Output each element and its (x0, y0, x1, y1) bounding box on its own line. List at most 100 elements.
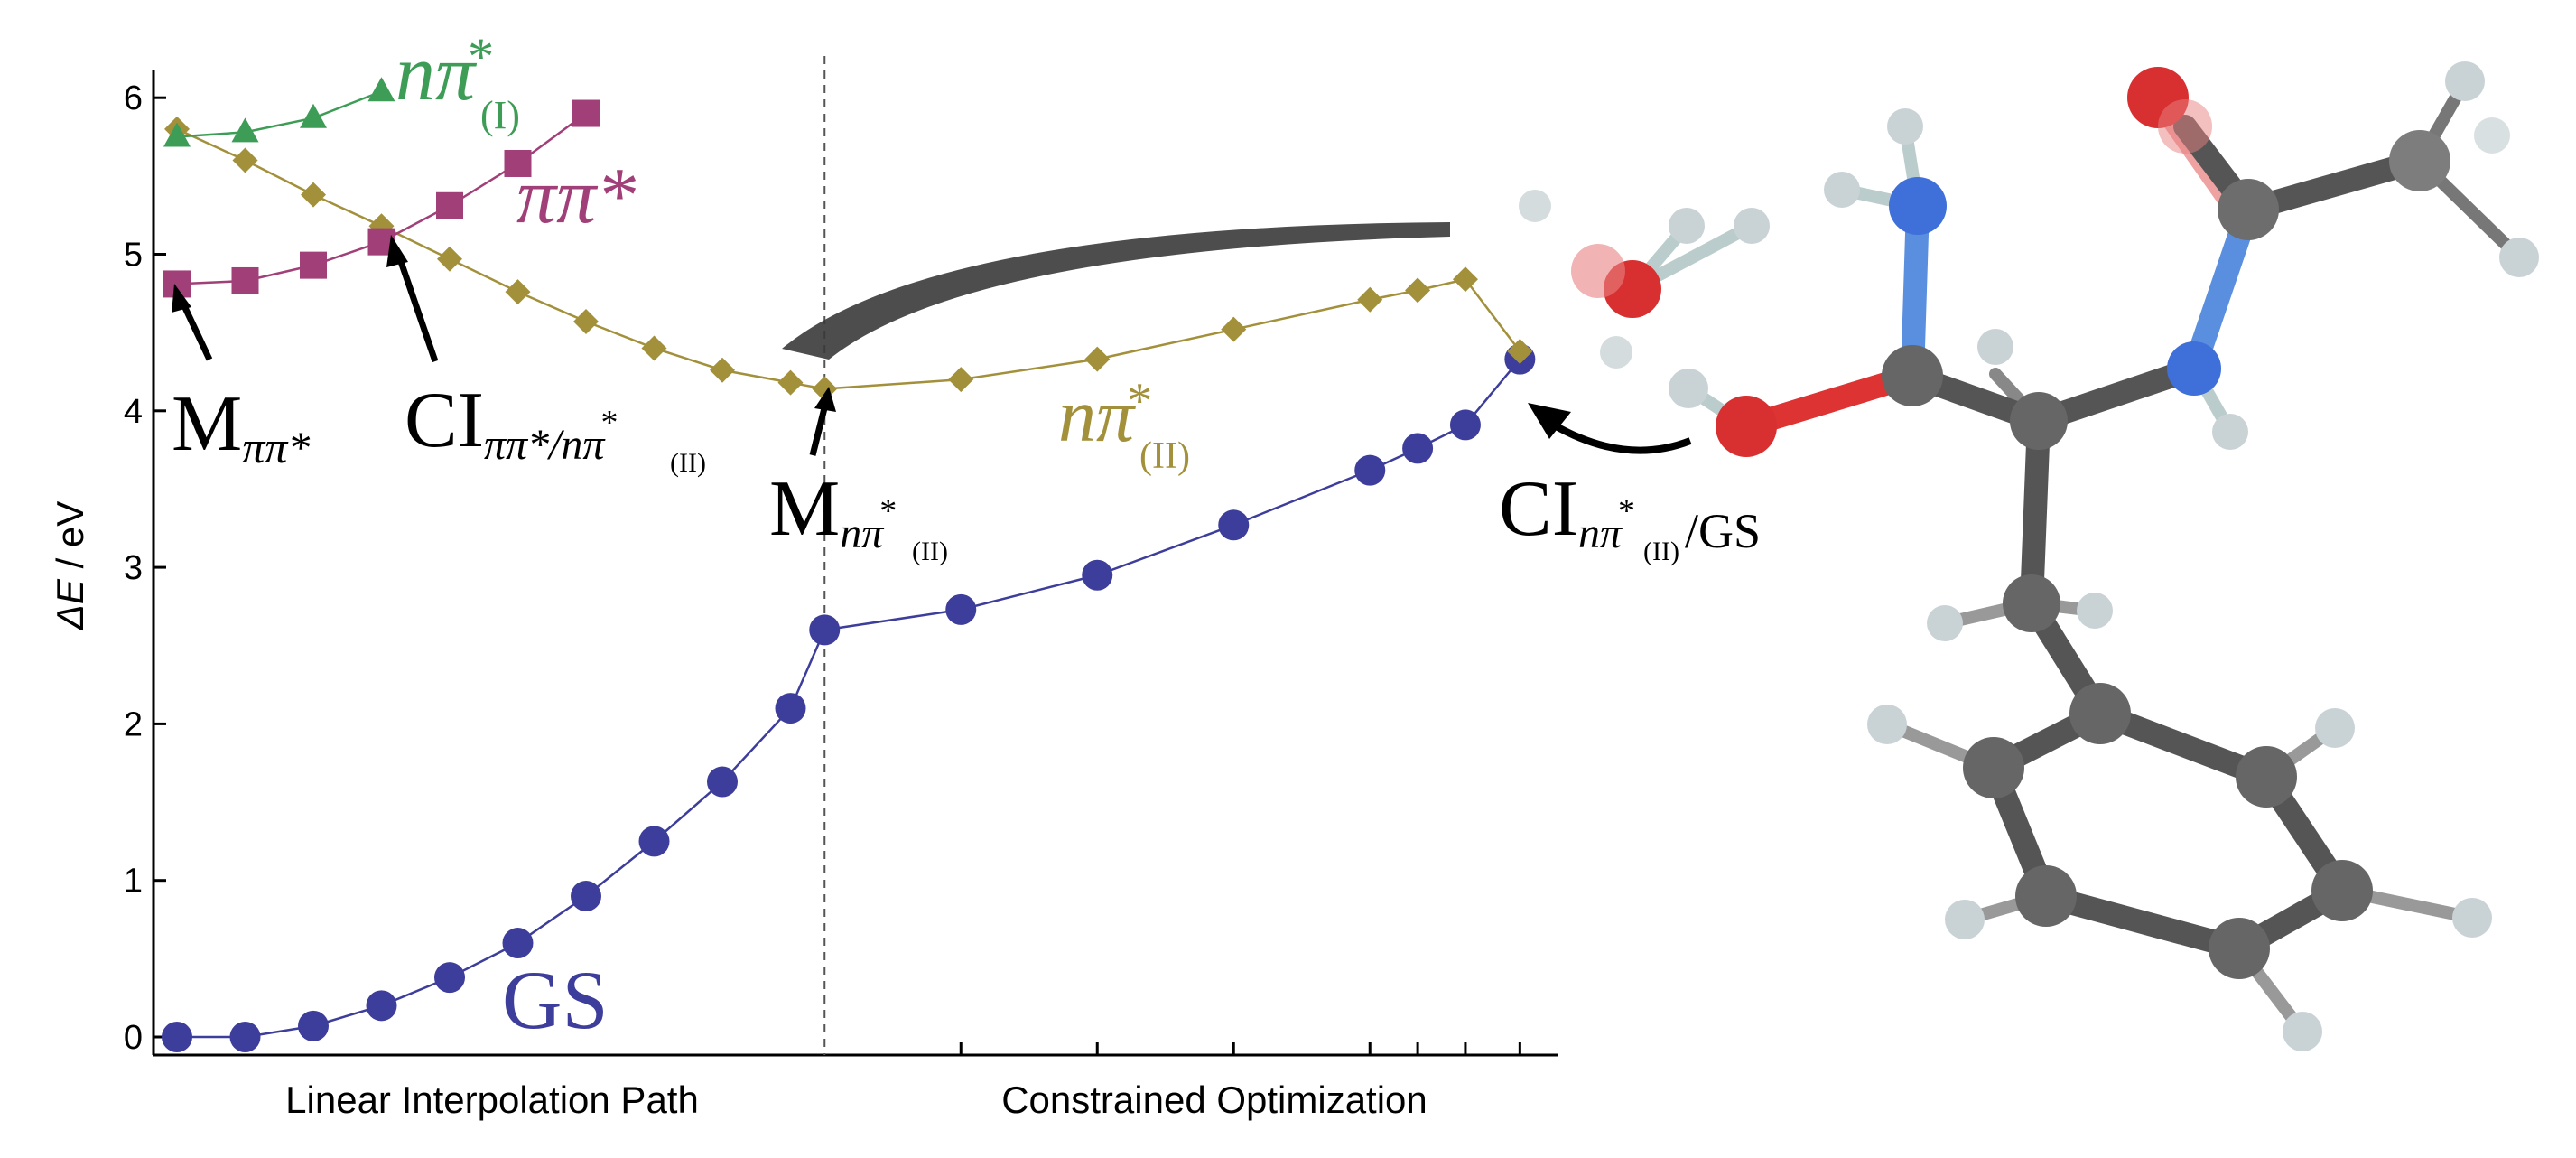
annotation-m-npi-sub2: (II) (912, 537, 948, 566)
annotation-m-pipi-main: M (172, 380, 242, 468)
data-point-npi2-16 (1452, 266, 1478, 293)
data-point-GS-7 (638, 826, 670, 857)
data-point-GS-13 (1218, 509, 1250, 541)
y-tick-label: 4 (124, 393, 143, 431)
annotation-ci-npi-gs-sub2: (II) (1643, 537, 1679, 566)
series-label-npi-I-n: n (395, 30, 435, 117)
annotation-m-npi-star: * (879, 492, 897, 530)
series-GS (162, 343, 1536, 1052)
annotation-ci-pipi-npi-text: CIππ*/nπ* (II) (405, 377, 706, 478)
data-point-npi2-6 (573, 309, 599, 335)
annotation-m-npi-main: M (769, 465, 840, 553)
data-point-GS-6 (571, 881, 601, 912)
x-section-label-constrained: Constrained Optimization (1001, 1079, 1427, 1121)
series-label-npi-I-pi: π (435, 30, 478, 117)
series-line-npi2 (176, 127, 1521, 390)
series-layer (162, 77, 1536, 1052)
data-point-npi1-3 (367, 77, 395, 102)
annotation-ci-npi-gs: CInπ* (II)/GS (1499, 403, 1761, 566)
data-point-GS-0 (162, 1022, 192, 1052)
data-point-GS-2 (298, 1010, 329, 1041)
data-point-pipi-1 (231, 266, 259, 294)
annotation-ci-pipi-npi-sub2: (II) (670, 448, 706, 478)
y-tick-label: 0 (124, 1019, 143, 1057)
y-ticks: 0 1 2 3 4 5 6 (124, 79, 166, 1057)
y-tick-label: 2 (124, 705, 143, 743)
data-point-npi2-8 (710, 357, 735, 383)
series-label-npi-II-star: * (1127, 373, 1152, 429)
series-npi1 (163, 77, 395, 147)
series-label-npi-I: nπ* (I) (395, 27, 520, 137)
y-tick-label: 6 (124, 79, 143, 117)
data-point-npi2-2 (301, 182, 326, 208)
data-point-npi2-5 (505, 279, 531, 305)
annotation-ci-npi-gs-arrowhead (1528, 403, 1571, 439)
data-point-npi2-12 (1084, 346, 1111, 372)
series-npi2 (164, 116, 1533, 402)
series-label-npi-I-sub: (I) (480, 93, 520, 137)
data-point-npi2-13 (1221, 316, 1247, 342)
y-tick-label: 1 (124, 863, 143, 901)
annotation-ci-pipi-npi-sub1: ππ*/nπ (484, 421, 606, 469)
data-point-GS-15 (1402, 433, 1434, 464)
annotation-ci-npi-gs-sub1: nπ (1578, 509, 1623, 557)
motion-arrow-icon (782, 222, 1450, 360)
data-point-pipi-6 (572, 99, 600, 127)
data-point-npi2-11 (948, 367, 974, 393)
annotation-ci-pipi-npi-main: CI (405, 377, 484, 464)
data-point-GS-16 (1449, 409, 1481, 441)
annotation-ci-npi-gs-sub3: /GS (1685, 504, 1761, 558)
series-pipi (163, 99, 600, 298)
series-line-npi1 (176, 90, 382, 138)
data-point-GS-11 (945, 593, 977, 625)
series-label-npi-I-star: * (468, 27, 494, 86)
data-point-npi2-14 (1357, 286, 1383, 313)
annotation-ci-npi-gs-arrow (1551, 421, 1692, 454)
series-label-npi-II: nπ* (II) (1058, 373, 1190, 477)
annotation-m-npi-text: Mnπ* (II) (769, 465, 948, 566)
data-point-npi1-2 (300, 103, 327, 128)
data-point-GS-1 (229, 1022, 261, 1052)
molecule-image (1519, 61, 2539, 1051)
data-point-npi1-0 (163, 122, 191, 147)
series-line-GS (177, 358, 1521, 1039)
annotation-m-pipi-sub: ππ* (242, 422, 310, 472)
y-axis-label-symbol: ΔE (49, 578, 91, 630)
annotation-m-pipi: Mππ* (172, 284, 310, 472)
data-point-pipi-5 (504, 149, 532, 177)
annotation-ci-npi-gs-star: * (1618, 492, 1635, 530)
data-point-GS-14 (1354, 454, 1386, 486)
data-point-GS-9 (775, 693, 806, 724)
data-point-GS-3 (366, 990, 397, 1022)
series-label-npi-II-sub: (II) (1139, 435, 1190, 477)
data-point-GS-10 (809, 614, 841, 646)
annotation-m-pipi-text: Mππ* (172, 380, 310, 472)
data-point-GS-4 (434, 962, 465, 994)
data-point-GS-8 (707, 766, 738, 798)
annotation-m-npi: Mnπ* (II) (769, 387, 948, 566)
annotation-ci-pipi-npi-star: * (600, 404, 618, 442)
annotation-ci-pipi-npi: CIππ*/nπ* (II) (386, 235, 706, 478)
y-tick-label: 5 (124, 237, 143, 275)
data-point-npi2-4 (437, 246, 462, 272)
y-axis-label-unit: / eV (49, 501, 91, 579)
series-label-gs: GS (502, 954, 609, 1046)
annotation-ci-pipi-npi-arrowhead (386, 235, 408, 267)
annotation-ci-npi-gs-main: CI (1499, 465, 1578, 553)
y-tick-label: 3 (124, 549, 143, 587)
annotation-m-npi-arrowhead (814, 387, 836, 412)
data-point-pipi-4 (436, 191, 463, 219)
data-point-npi2-7 (641, 335, 667, 361)
x-section-label-linear: Linear Interpolation Path (285, 1079, 699, 1121)
data-point-npi1-1 (231, 117, 259, 143)
series-label-npi-II-n: n (1058, 374, 1096, 458)
series-label-pipi: ππ* (516, 153, 636, 240)
annotation-m-pipi-arrowhead (172, 284, 191, 313)
series-label-npi-II-pi: π (1096, 374, 1137, 458)
data-point-GS-12 (1082, 559, 1113, 591)
data-point-npi2-1 (232, 147, 258, 173)
data-point-npi2-17 (1507, 338, 1533, 364)
annotation-ci-npi-gs-text: CInπ* (II)/GS (1499, 465, 1761, 566)
x-ticks (959, 1042, 1521, 1055)
